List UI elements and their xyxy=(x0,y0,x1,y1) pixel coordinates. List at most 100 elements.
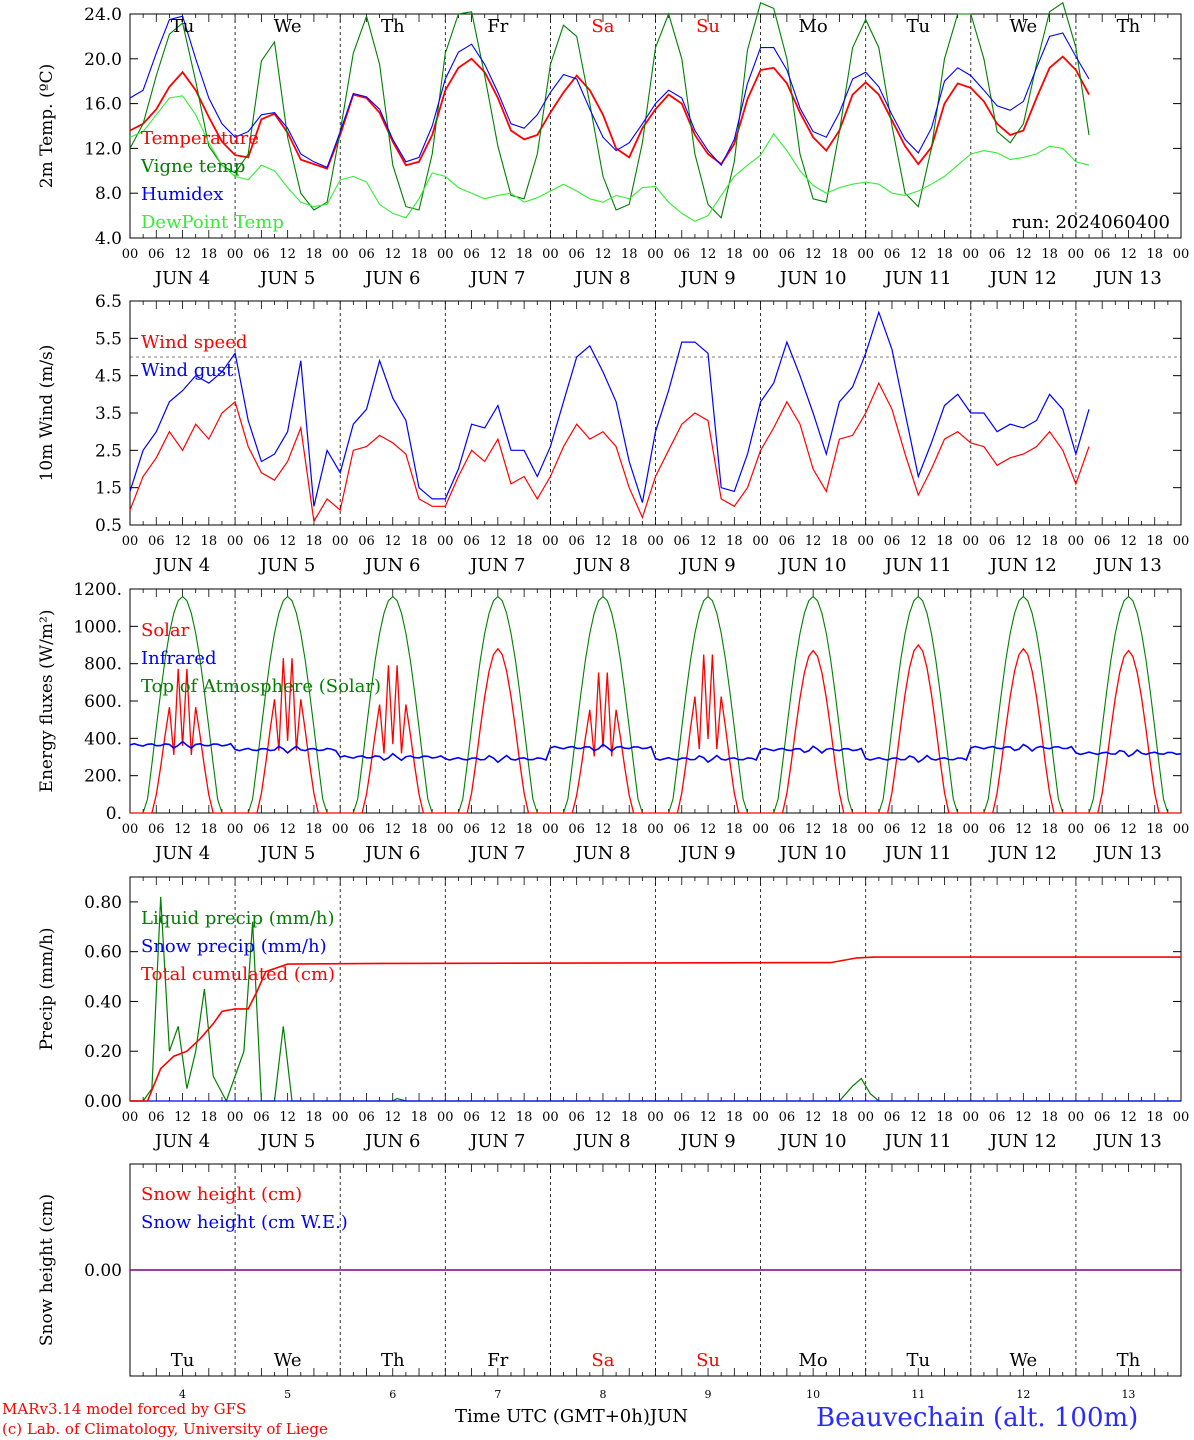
panel-3-yaxis: 0. 200. 400. 600. 800. 1000. 1200. Energy fluxe… xyxy=(37,580,1181,824)
hour-tick-label: 18 xyxy=(411,534,428,549)
hour-tick-label: 00 xyxy=(647,247,664,262)
plot-border xyxy=(129,588,1182,814)
hour-tick-label: 00 xyxy=(122,1110,139,1125)
hour-tick-label: 12 xyxy=(174,534,191,549)
hour-tick-label: 12 xyxy=(700,822,717,837)
day-label: JUN 10 xyxy=(778,555,847,576)
hour-tick-label: 00 xyxy=(963,534,980,549)
hour-tick-label: 12 xyxy=(384,534,401,549)
day-number-label: 8 xyxy=(599,1388,606,1401)
hour-tick-label: 18 xyxy=(411,822,428,837)
day-label: JUN 13 xyxy=(1093,1131,1162,1152)
hour-tick-label: 18 xyxy=(621,247,638,262)
y-tick-label: 800. xyxy=(84,655,122,675)
hour-tick-label: 00 xyxy=(437,247,454,262)
hour-tick-label: 12 xyxy=(384,822,401,837)
hour-tick-label: 12 xyxy=(1120,247,1137,262)
legend-temperature: Temperature xyxy=(141,128,259,149)
hour-tick-label: 18 xyxy=(831,534,848,549)
hour-tick-label: 06 xyxy=(884,822,901,837)
hour-tick-label: 06 xyxy=(253,1110,270,1125)
hour-tick-label: 06 xyxy=(779,534,796,549)
day-label: JUN 5 xyxy=(258,843,315,864)
weekday-label: Mo xyxy=(799,16,828,37)
day-label: JUN 4 xyxy=(153,268,210,289)
hour-tick-label: 18 xyxy=(411,1110,428,1125)
day-label: JUN 6 xyxy=(363,268,420,289)
hour-tick-label: 18 xyxy=(621,1110,638,1125)
hour-tick-label: 06 xyxy=(674,822,691,837)
hour-tick-label: 00 xyxy=(542,1110,559,1125)
weekday-label: Mo xyxy=(799,1350,828,1371)
weekday-label: We xyxy=(1010,1350,1038,1371)
hour-tick-label: 12 xyxy=(910,822,927,837)
hour-tick-label: 00 xyxy=(1173,822,1190,837)
hour-tick-label: 18 xyxy=(831,247,848,262)
legend-wind-speed: Wind speed xyxy=(141,332,247,353)
x-axis-month: JUN xyxy=(649,1406,689,1427)
hour-tick-label: 12 xyxy=(805,534,822,549)
y-axis-label: Snow height (cm) xyxy=(37,1194,57,1346)
weekday-label: Fr xyxy=(487,1350,508,1371)
hour-tick-label: 18 xyxy=(621,534,638,549)
legend-snow-height-cm-w-e-: Snow height (cm W.E.) xyxy=(141,1212,348,1233)
hour-tick-label: 18 xyxy=(1146,822,1163,837)
hour-tick-label: 06 xyxy=(253,822,270,837)
hour-tick-label: 12 xyxy=(279,247,296,262)
panel-1-yaxis: 4.0 8.0 12.0 16.0 20.0 24.0 2m Temp. (ºC) xyxy=(37,5,1181,249)
hour-tick-label: 12 xyxy=(910,1110,927,1125)
hour-tick-label: 00 xyxy=(332,247,349,262)
day-label: JUN 13 xyxy=(1093,843,1162,864)
hour-tick-label: 06 xyxy=(358,1110,375,1125)
hour-tick-label: 18 xyxy=(201,534,218,549)
hour-tick-label: 12 xyxy=(595,822,612,837)
weekday-label: Tu xyxy=(171,16,195,37)
hour-tick-label: 00 xyxy=(963,1110,980,1125)
y-tick-label: 200. xyxy=(84,767,122,787)
hour-tick-label: 00 xyxy=(1068,1110,1085,1125)
y-tick-label: 600. xyxy=(84,692,122,712)
hour-tick-label: 18 xyxy=(306,247,323,262)
hour-tick-label: 00 xyxy=(332,534,349,549)
y-tick-label: 5.5 xyxy=(95,329,122,349)
hour-tick-label: 12 xyxy=(1120,1110,1137,1125)
hour-tick-label: 00 xyxy=(1068,534,1085,549)
legend-dewpoint-temp: DewPoint Temp xyxy=(141,212,284,233)
hour-tick-label: 18 xyxy=(411,247,428,262)
hour-tick-label: 00 xyxy=(332,1110,349,1125)
hour-tick-label: 00 xyxy=(647,534,664,549)
series-temperature xyxy=(129,55,1090,170)
hour-tick-label: 18 xyxy=(936,534,953,549)
weekday-label: Sa xyxy=(591,16,614,37)
hour-tick-label: 06 xyxy=(253,247,270,262)
hour-tick-label: 06 xyxy=(1094,247,1111,262)
day-label: JUN 13 xyxy=(1093,555,1162,576)
series-total-cumulated xyxy=(130,956,1181,1102)
hour-tick-label: 00 xyxy=(647,1110,664,1125)
hour-tick-label: 06 xyxy=(989,822,1006,837)
legend-total-cumulated-cm-: Total cumulated (cm) xyxy=(141,964,335,985)
weekday-label: Th xyxy=(1117,16,1141,37)
hour-tick-label: 06 xyxy=(884,534,901,549)
y-tick-label: 8.0 xyxy=(95,184,122,204)
weekday-label: We xyxy=(274,1350,302,1371)
y-axis-label: 10m Wind (m/s) xyxy=(37,345,57,482)
series-wind-gust xyxy=(129,310,1090,507)
series-infrared xyxy=(129,740,1182,764)
day-label: JUN 10 xyxy=(778,843,847,864)
hour-tick-label: 12 xyxy=(279,822,296,837)
hour-tick-label: 06 xyxy=(1094,534,1111,549)
panel-4-yaxis: 0.00 0.20 0.40 0.60 0.80 Precip (mm/h) xyxy=(37,893,1181,1112)
day-label: JUN 9 xyxy=(678,1131,735,1152)
series-vigne-temp xyxy=(129,1,1090,219)
x-axis-title: Time UTC (GMT+0h)JUN xyxy=(455,1406,688,1427)
hour-tick-label: 06 xyxy=(989,534,1006,549)
hour-tick-label: 12 xyxy=(1120,822,1137,837)
day-label: JUN 11 xyxy=(883,1131,952,1152)
day-label: JUN 8 xyxy=(573,268,630,289)
model-credit: MARv3.14 model forced by GFS xyxy=(2,1400,247,1418)
station-name: Beauvechain (alt. 100m) xyxy=(816,1403,1139,1433)
hour-tick-label: 06 xyxy=(358,534,375,549)
hour-tick-label: 00 xyxy=(1068,822,1085,837)
hour-tick-label: 06 xyxy=(463,247,480,262)
